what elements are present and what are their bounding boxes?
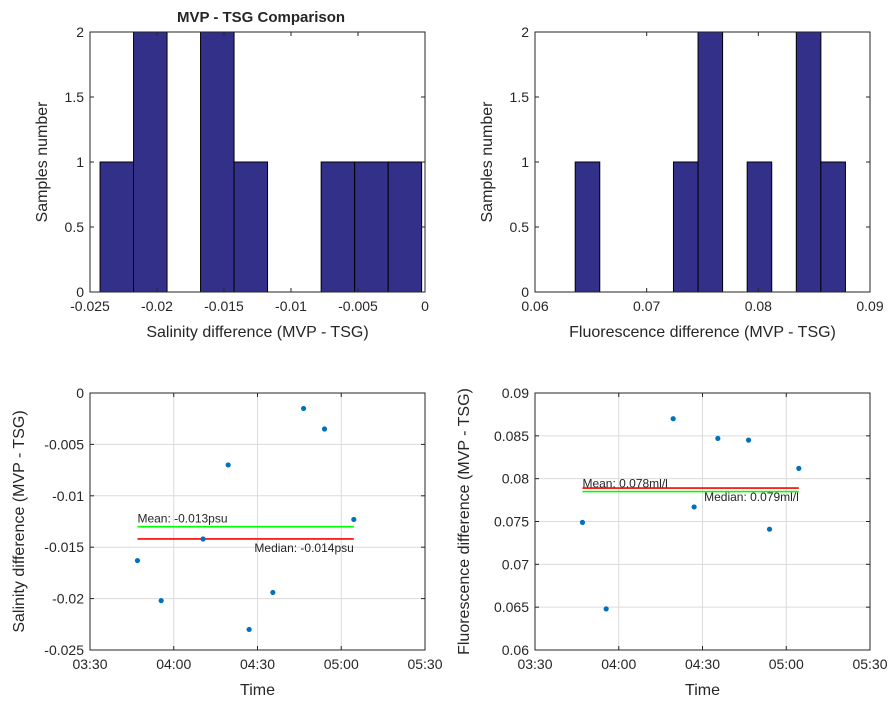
y-tick-label: 1 <box>76 154 84 170</box>
median-label: Median: -0.014psu <box>254 541 353 555</box>
data-point <box>796 465 802 471</box>
y-tick-label: 0.06 <box>502 642 529 658</box>
histogram-bar <box>746 161 773 293</box>
x-tick-label: 03:30 <box>517 656 552 672</box>
data-point <box>670 416 676 422</box>
y-tick-label: 0 <box>521 284 529 300</box>
x-tick-label: 05:30 <box>407 656 442 672</box>
x-tick-label: 0 <box>421 298 429 314</box>
x-tick-label: 03:30 <box>72 656 107 672</box>
data-point <box>134 557 141 564</box>
y-axis-label: Samples number <box>34 101 51 223</box>
x-tick-label: 0.08 <box>745 298 772 314</box>
x-tick-label: 0.09 <box>856 298 883 314</box>
x-tick-label: 04:30 <box>685 656 720 672</box>
x-axis-label: Time <box>240 682 275 699</box>
x-tick-label: -0.02 <box>141 298 173 314</box>
data-point <box>691 504 697 510</box>
x-tick-label: 0.06 <box>521 298 548 314</box>
x-tick-label: 04:30 <box>240 656 275 672</box>
x-tick-label: 05:00 <box>769 656 804 672</box>
scatter_fluorescence-axes: Mean: 0.078ml/l Median: 0.079ml/l 03:30 04:… <box>456 385 888 699</box>
mean-label: Mean: -0.013psu <box>137 512 227 526</box>
y-axis-label: Fluorescence difference (MVP - TSG) <box>456 388 473 655</box>
data-point <box>246 626 252 633</box>
y-tick-label: 0.075 <box>494 514 529 530</box>
y-tick-label: -0.02 <box>52 591 84 607</box>
data-point <box>745 437 752 443</box>
x-tick-label: 04:00 <box>601 656 636 672</box>
y-tick-label: -0.005 <box>44 436 84 452</box>
mean-label: Mean: 0.078ml/l <box>582 477 667 491</box>
histogram-bar <box>820 161 846 293</box>
data-point <box>158 598 164 604</box>
figure-title: MVP - TSG Comparison <box>177 9 345 26</box>
y-tick-label: -0.01 <box>52 488 84 504</box>
histogram-bar <box>320 161 356 293</box>
histogram-bar <box>574 161 601 293</box>
data-point <box>351 516 357 523</box>
y-tick-label: 0.085 <box>494 428 529 444</box>
scatter_salinity-axes: Mean: -0.013psu Median: -0.014psu 03:30 04:… <box>11 385 443 699</box>
histogram-bar <box>672 161 699 293</box>
y-tick-label: -0.025 <box>44 642 84 658</box>
y-tick-label: 2 <box>521 24 529 40</box>
x-tick-label: 0.07 <box>633 298 660 314</box>
x-tick-label: 05:30 <box>852 656 887 672</box>
histogram-bar <box>200 31 235 293</box>
y-tick-label: 0.08 <box>502 471 529 487</box>
x-tick-label: -0.01 <box>275 298 307 314</box>
x-tick-label: -0.005 <box>338 298 378 314</box>
x-axis-label: Fluorescence difference (MVP - TSG) <box>569 324 836 341</box>
data-point <box>579 519 586 525</box>
histogram-bar <box>233 161 269 293</box>
x-tick-label: -0.015 <box>204 298 244 314</box>
y-tick-label: 2 <box>76 24 84 40</box>
data-point <box>200 536 206 542</box>
y-tick-label: 0.5 <box>510 219 530 235</box>
data-point <box>603 606 609 612</box>
histogram-bar <box>354 161 389 293</box>
data-point <box>766 526 773 532</box>
y-tick-label: 0 <box>76 385 84 401</box>
x-tick-label: 05:00 <box>324 656 359 672</box>
x-axis-label: Salinity difference (MVP - TSG) <box>146 324 368 341</box>
x-tick-label: -0.025 <box>70 298 110 314</box>
data-point <box>321 426 328 432</box>
y-tick-label: 1.5 <box>510 89 530 105</box>
x-axis-label: Time <box>685 682 720 699</box>
y-tick-label: 1.5 <box>65 89 85 105</box>
y-tick-label: 0.09 <box>502 385 529 401</box>
histogram-bar <box>99 161 135 293</box>
y-tick-label: 0 <box>76 284 84 300</box>
histogram-bar <box>697 31 724 293</box>
histogram-bar <box>387 161 423 293</box>
data-point <box>270 589 276 596</box>
histogram-bar <box>133 31 168 293</box>
hist_fluorescence-axes: 0.06 0.07 0.08 0.09 0 0.5 1 1.5 2 Fluorescence di… <box>479 24 884 341</box>
data-point <box>300 405 307 412</box>
hist_salinity-axes: -0.025 -0.02 -0.015 -0.01 -0.005 0 0 0.5 1 1.5 2 Sa… <box>34 24 429 341</box>
data-point <box>225 462 231 468</box>
x-tick-label: 04:00 <box>156 656 191 672</box>
y-tick-label: 1 <box>521 154 529 170</box>
histogram-bar <box>795 31 822 293</box>
y-tick-label: 0.07 <box>502 556 529 572</box>
data-point <box>715 435 721 442</box>
y-tick-label: 0.065 <box>494 599 529 615</box>
median-label: Median: 0.079ml/l <box>704 490 799 504</box>
y-axis-label: Salinity difference (MVP - TSG) <box>11 410 28 632</box>
y-tick-label: -0.015 <box>44 539 84 555</box>
y-axis-label: Samples number <box>479 101 496 223</box>
y-tick-label: 0.5 <box>65 219 85 235</box>
